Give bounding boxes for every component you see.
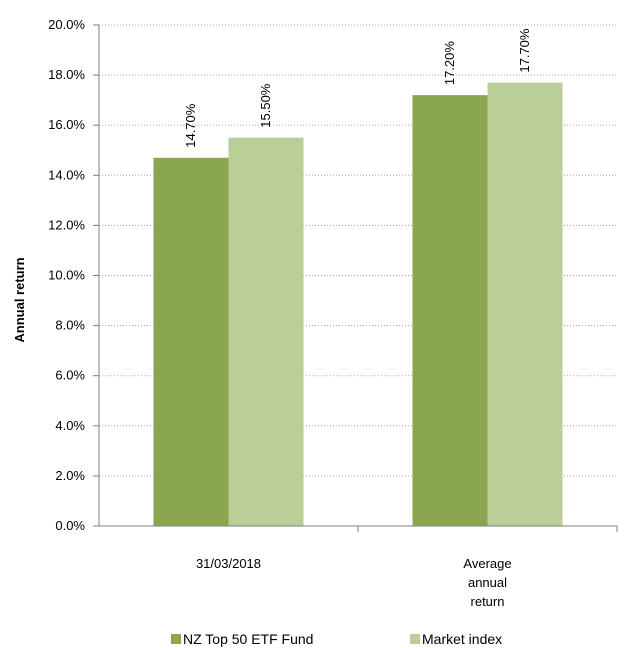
bar [412,95,488,526]
data-label: 14.70% [183,103,198,148]
y-tick-labels: 0.0% 2.0% 4.0% 6.0% 8.0% 10.0% 12.0% 14.0% 16.0%… [48,17,85,533]
y-tick-label: 20.0% [48,17,85,32]
axes [93,24,618,532]
legend-label-index: Market index [422,631,502,647]
y-tick-label: 14.0% [48,167,85,182]
y-axis-label: Annual return [12,257,27,342]
y-tick-label: 0.0% [55,518,85,533]
legend-label-fund: NZ Top 50 ETF Fund [183,631,313,647]
y-tick-label: 12.0% [48,217,85,232]
legend-swatch-fund [171,634,181,644]
y-tick-label: 6.0% [55,368,85,383]
data-label: 17.70% [517,28,532,73]
x-tick-label: Average annual return [463,556,511,609]
data-labels: 14.70% 15.50% 17.20% 17.70% [183,28,532,148]
bar [487,82,563,527]
legend-swatch-index [410,634,420,644]
y-tick-label: 10.0% [48,268,85,283]
y-tick-label: 8.0% [55,318,85,333]
x-tick-label: 31/03/2018 [196,556,261,571]
gridlines [99,24,617,477]
category-labels: 31/03/2018 Average annual return [196,556,512,609]
bar [153,157,229,526]
data-label: 17.20% [442,41,457,86]
bar [228,137,304,526]
y-tick-label: 16.0% [48,117,85,132]
data-label: 15.50% [258,83,273,128]
y-tick-label: 2.0% [55,468,85,483]
legend: NZ Top 50 ETF Fund Market index [171,631,502,647]
bars [153,82,563,527]
y-tick-label: 18.0% [48,67,85,82]
y-tick-label: 4.0% [55,418,85,433]
